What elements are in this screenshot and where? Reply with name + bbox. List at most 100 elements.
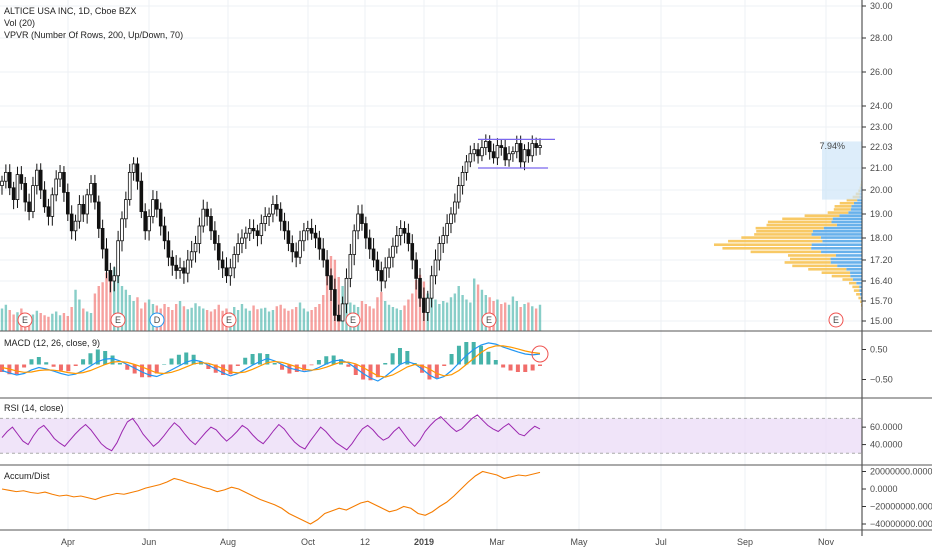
- volume-bar: [116, 262, 120, 331]
- candle-body: [213, 230, 217, 244]
- vpvr-bar-up: [859, 293, 862, 296]
- candle-body: [290, 243, 295, 253]
- candle-body: [127, 171, 132, 200]
- volume-bar: [70, 307, 73, 331]
- earnings-marker[interactable]: [221, 312, 237, 328]
- macd-histogram-bar: [280, 364, 285, 370]
- volume-bar: [174, 304, 178, 331]
- earnings-marker[interactable]: [17, 312, 33, 328]
- macd-histogram-bar: [0, 364, 4, 372]
- x-tick-label: 12: [360, 537, 370, 547]
- macd-highlight-circle[interactable]: [531, 345, 549, 363]
- volume-bar: [4, 304, 8, 331]
- candle-body: [472, 149, 477, 155]
- volume-bar: [209, 311, 213, 331]
- price-tick-label: 20.00: [870, 185, 893, 195]
- candle-body: [476, 149, 480, 157]
- macd-histogram-bar: [538, 364, 542, 366]
- volume-bar: [66, 316, 69, 331]
- macd-histogram-bar: [309, 364, 314, 366]
- volume-bar: [500, 304, 503, 331]
- earnings-marker[interactable]: [828, 312, 844, 328]
- macd-histogram-bar: [434, 364, 439, 378]
- volume-bar: [124, 289, 128, 331]
- macd-histogram-bar: [235, 364, 240, 366]
- earnings-marker[interactable]: [345, 312, 361, 328]
- candle-body: [205, 208, 209, 217]
- macd-histogram-bar: [243, 357, 248, 365]
- volume-bar: [205, 310, 209, 331]
- candle-body: [166, 240, 171, 258]
- x-tick-label: Oct: [301, 537, 316, 547]
- volume-bar: [171, 310, 174, 331]
- candle-body: [313, 232, 318, 239]
- volume-bar: [93, 293, 97, 331]
- volume-bar: [291, 309, 294, 331]
- candle-body: [321, 248, 326, 261]
- volume-bar: [275, 306, 279, 331]
- candle-body: [534, 143, 538, 149]
- earnings-marker[interactable]: [110, 312, 126, 328]
- dividend-marker-label: D: [154, 315, 161, 325]
- candle-body: [499, 145, 504, 149]
- vpvr-bar-up: [850, 271, 862, 274]
- candle-body: [182, 267, 186, 274]
- candle-body: [162, 225, 167, 242]
- volume-bar: [376, 297, 379, 331]
- candle-body: [538, 145, 542, 149]
- volume-bar: [267, 311, 271, 331]
- macd-histogram-bar: [456, 345, 461, 365]
- price-tick-label: 24.00: [870, 101, 893, 111]
- candle-body: [367, 237, 372, 250]
- volume-bar: [43, 315, 46, 331]
- candle-body: [507, 153, 511, 161]
- vpvr-indicator-label: VPVR (Number Of Rows, 200, Up/Down, 70): [4, 30, 183, 40]
- candle-body: [77, 203, 82, 222]
- vpvr-bar-down: [754, 233, 812, 236]
- volume-bar: [39, 313, 42, 331]
- candle-body: [158, 208, 163, 227]
- candle-body: [0, 180, 4, 186]
- volume-bar: [113, 267, 116, 331]
- x-tick-label: Nov: [818, 537, 835, 547]
- price-tick-label: 26.00: [870, 67, 893, 77]
- macd-histogram-bar: [58, 364, 63, 371]
- macd-histogram-bar: [449, 354, 454, 365]
- macd-line: [1, 342, 541, 382]
- vpvr-bar-down: [755, 226, 824, 230]
- candle-body: [429, 275, 434, 299]
- volume-bar: [314, 307, 317, 331]
- candle-body: [73, 220, 78, 232]
- earnings-marker[interactable]: [481, 312, 497, 328]
- macd-histogram-bar: [405, 351, 410, 365]
- candle-body: [151, 199, 155, 217]
- price-tick-label: 30.00: [870, 1, 893, 11]
- vpvr-profile: [713, 141, 862, 322]
- vpvr-bar-up: [860, 296, 862, 300]
- macd-histogram-bar: [184, 352, 189, 365]
- volume-bar: [78, 299, 81, 331]
- candle-body: [394, 235, 399, 247]
- candle-body: [147, 215, 151, 232]
- macd-histogram-bar: [22, 364, 27, 368]
- candle-body: [480, 147, 484, 157]
- candle-body: [468, 153, 473, 163]
- candle-body: [240, 237, 244, 244]
- rsi-tick-label: 60.0000: [870, 422, 903, 432]
- candle-body: [209, 215, 213, 232]
- dividend-marker[interactable]: [149, 312, 165, 328]
- candle-body: [143, 211, 148, 232]
- volume-bar: [387, 304, 391, 331]
- candle-body: [383, 267, 387, 282]
- rsi-line: [1, 414, 541, 452]
- vpvr-bar-up: [811, 243, 862, 247]
- vpvr-bar-up: [811, 233, 862, 236]
- grid-lines: [0, 0, 862, 530]
- vpvr-bar-down: [846, 198, 858, 202]
- candle-body: [518, 143, 523, 163]
- macd-histogram-bar: [221, 364, 226, 375]
- volume-bar: [434, 299, 437, 331]
- volume-bar: [263, 307, 267, 331]
- volume-bar: [163, 304, 166, 331]
